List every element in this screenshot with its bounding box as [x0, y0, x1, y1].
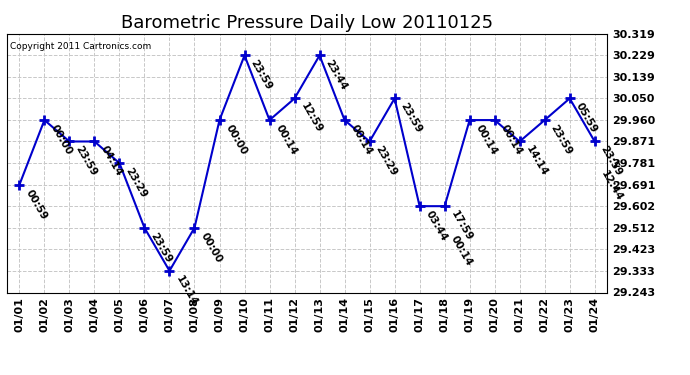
Text: 00:14: 00:14	[499, 123, 524, 157]
Text: 00:14: 00:14	[274, 123, 299, 157]
Text: 00:14: 00:14	[348, 123, 374, 157]
Text: 23:29: 23:29	[374, 144, 399, 178]
Text: 00:00: 00:00	[48, 123, 74, 156]
Text: 23:59: 23:59	[549, 123, 574, 156]
Text: 23:59: 23:59	[248, 58, 274, 92]
Text: 23:59: 23:59	[74, 144, 99, 178]
Text: 17:59: 17:59	[448, 209, 474, 243]
Text: 00:00: 00:00	[199, 231, 224, 264]
Text: 00:14: 00:14	[448, 234, 474, 268]
Text: 03:44: 03:44	[424, 209, 449, 243]
Text: 04:14: 04:14	[99, 144, 124, 178]
Text: 23:59: 23:59	[399, 101, 424, 135]
Text: 23:44: 23:44	[324, 58, 349, 92]
Text: 00:14: 00:14	[474, 123, 499, 157]
Text: 12:44: 12:44	[599, 169, 624, 203]
Text: Copyright 2011 Cartronics.com: Copyright 2011 Cartronics.com	[10, 42, 151, 51]
Title: Barometric Pressure Daily Low 20110125: Barometric Pressure Daily Low 20110125	[121, 14, 493, 32]
Text: 23:29: 23:29	[124, 166, 149, 200]
Text: 14:14: 14:14	[524, 144, 549, 178]
Text: 12:59: 12:59	[299, 101, 324, 135]
Text: 13:14: 13:14	[174, 274, 199, 308]
Text: 00:59: 00:59	[23, 188, 49, 221]
Text: 00:00: 00:00	[224, 123, 249, 156]
Text: 05:59: 05:59	[574, 101, 599, 135]
Text: 23:59: 23:59	[148, 231, 174, 264]
Text: 23:59: 23:59	[599, 144, 624, 178]
